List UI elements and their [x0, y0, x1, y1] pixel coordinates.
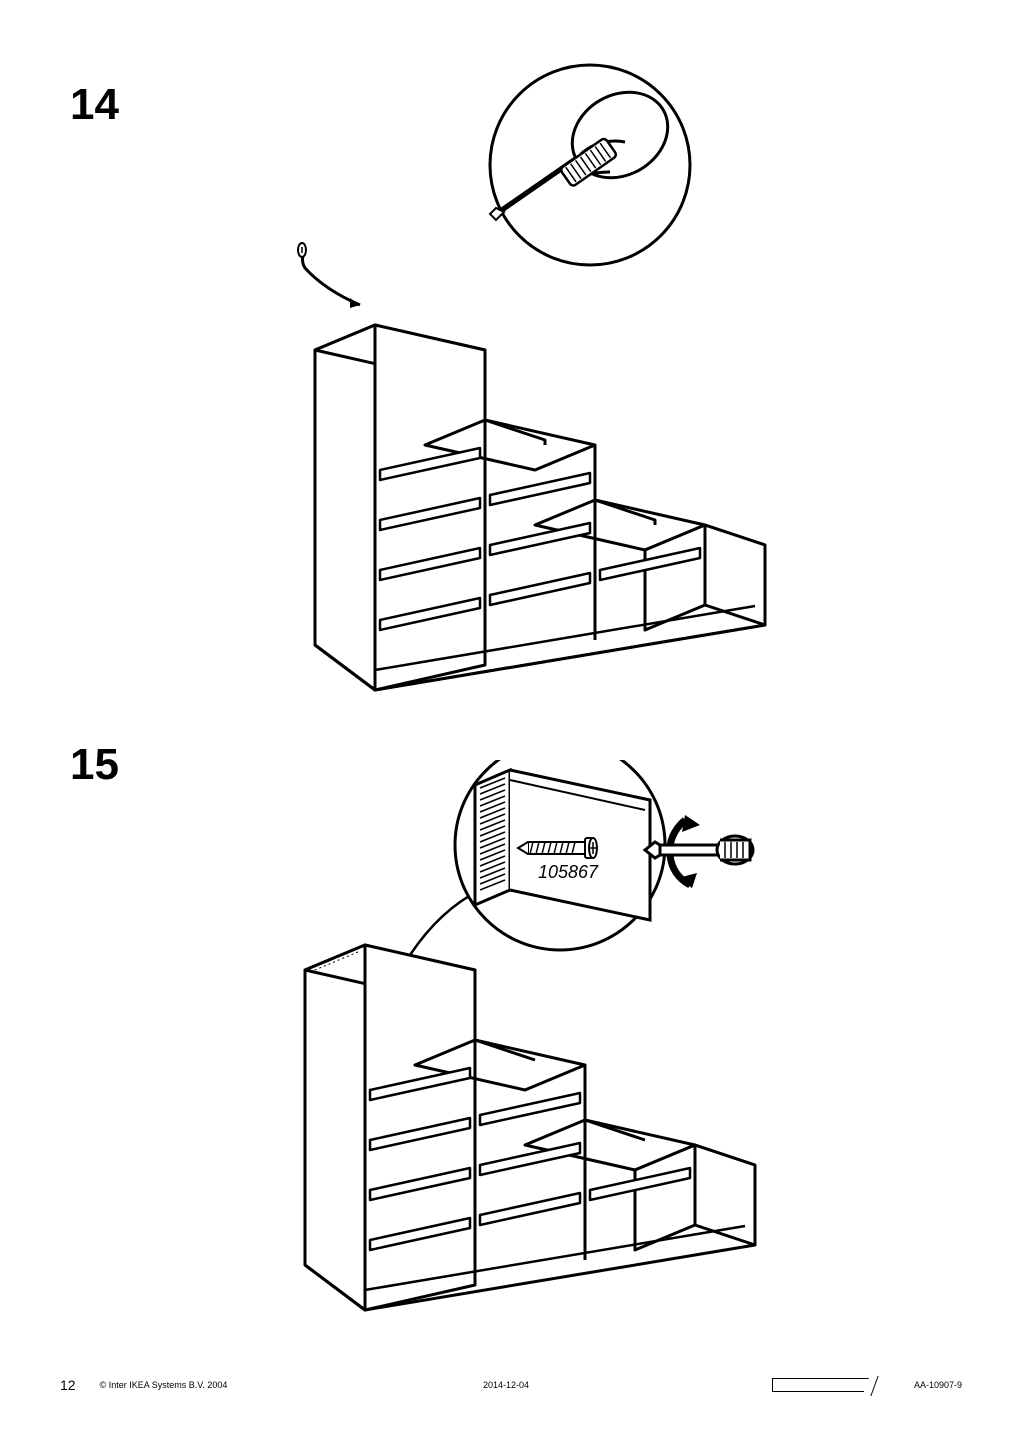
copyright-text: © Inter IKEA Systems B.V. 2004: [100, 1380, 228, 1390]
storage-unit-15: [305, 945, 755, 1310]
page-footer: 12 © Inter IKEA Systems B.V. 2004 2014-1…: [0, 1370, 1012, 1400]
document-id: AA-10907-9: [914, 1380, 962, 1390]
storage-unit-14: [315, 325, 765, 690]
cam-lock-arrow: [298, 243, 360, 308]
step-14-illustration: [280, 50, 770, 710]
barcode-placeholder: [772, 1378, 872, 1392]
magnifier-detail-14: [490, 65, 690, 265]
step-number-15: 15: [70, 740, 119, 790]
part-number-label: 105867: [538, 862, 599, 882]
step-number-14: 14: [70, 80, 119, 130]
step-15-illustration: 105867: [260, 760, 790, 1320]
magnifier-detail-15: 105867: [455, 760, 665, 950]
screw-icon: [518, 838, 597, 858]
document-date: 2014-12-04: [483, 1380, 529, 1390]
page-number: 12: [60, 1377, 76, 1393]
